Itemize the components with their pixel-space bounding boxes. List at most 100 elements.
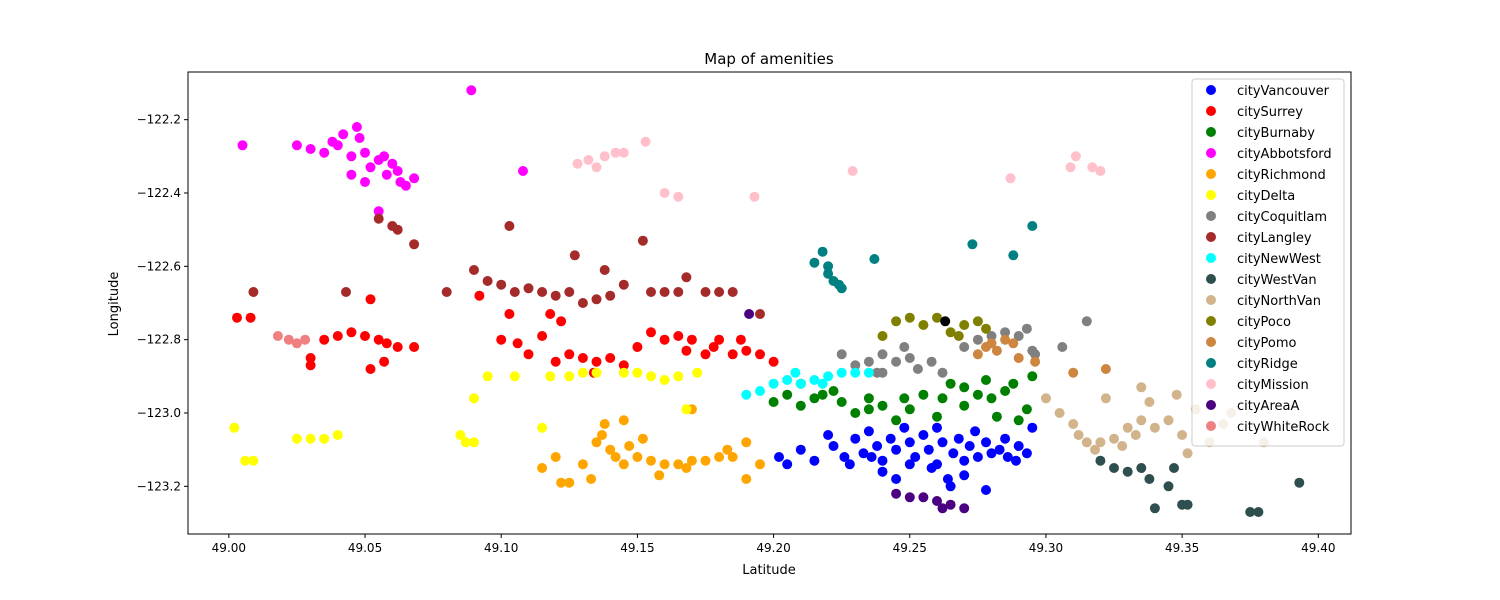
chart-title: Map of amenities (704, 50, 834, 68)
legend-marker (1206, 148, 1216, 158)
data-point (550, 452, 561, 462)
legend-marker (1206, 379, 1216, 389)
data-point (700, 349, 711, 360)
legend-label: cityPoco (1237, 315, 1291, 330)
legend-label: cityCoquitlam (1237, 210, 1327, 225)
data-point (1008, 378, 1019, 389)
data-point (877, 466, 888, 477)
data-point (646, 371, 656, 382)
legend-item: cityNorthVan (1206, 294, 1321, 309)
series-cityVancouver (774, 422, 1038, 495)
data-point (659, 459, 670, 470)
data-point (577, 459, 588, 470)
data-point (1068, 419, 1079, 429)
data-point (537, 463, 548, 473)
data-point (945, 327, 956, 338)
data-point (381, 338, 392, 349)
data-point (972, 389, 983, 400)
data-point (387, 158, 398, 169)
data-point (523, 349, 534, 360)
series-cityCoquitlam (836, 316, 1092, 378)
data-point (305, 433, 316, 444)
x-tick-label: 49.15 (620, 541, 654, 555)
data-point (795, 378, 806, 389)
legend-item: cityNewWest (1206, 252, 1321, 267)
data-point (482, 276, 493, 286)
data-point (891, 488, 902, 499)
data-point (1122, 466, 1133, 477)
data-point (885, 433, 896, 444)
data-point (569, 250, 580, 261)
data-point (741, 345, 752, 356)
data-point (847, 166, 858, 176)
data-point (940, 316, 951, 327)
data-point (1294, 477, 1305, 488)
data-point (509, 371, 520, 382)
data-point (1095, 455, 1106, 466)
data-point (365, 162, 376, 173)
data-point (918, 492, 929, 503)
legend-marker (1206, 127, 1216, 137)
series-cityDelta (229, 367, 703, 466)
data-point (618, 459, 629, 470)
legend-item: cityWhiteRock (1206, 420, 1330, 435)
data-point (512, 338, 523, 349)
data-point (959, 320, 970, 330)
data-point (240, 455, 251, 466)
data-point (469, 265, 479, 275)
data-point (937, 367, 948, 378)
data-point (1095, 166, 1106, 176)
data-point (972, 316, 983, 327)
data-point (872, 441, 883, 451)
data-point (327, 136, 338, 147)
data-point (409, 173, 420, 184)
legend: cityVancouver citySurrey cityBurnaby cityAb… (1191, 78, 1345, 447)
data-point (1073, 430, 1084, 440)
data-point (948, 448, 959, 459)
data-point (232, 312, 242, 323)
data-point (981, 375, 991, 385)
data-point (755, 349, 765, 360)
series-cityMission (572, 136, 1106, 202)
data-point (932, 312, 942, 323)
data-point (795, 444, 806, 455)
x-tick-label: 49.25 (893, 541, 927, 555)
data-point (904, 459, 915, 470)
data-point (891, 474, 902, 484)
data-point (899, 342, 910, 352)
legend-label: cityRichmond (1237, 168, 1326, 183)
data-point (912, 364, 923, 374)
data-point (373, 206, 384, 217)
data-point (305, 360, 316, 371)
data-point (850, 360, 861, 371)
data-point (332, 430, 343, 440)
data-point (591, 367, 602, 378)
data-point (572, 158, 583, 169)
data-point (379, 356, 390, 367)
data-point (1109, 433, 1119, 444)
data-point (817, 389, 828, 400)
data-point (618, 360, 629, 371)
data-point (795, 400, 806, 411)
data-point (1109, 463, 1119, 473)
data-point (834, 279, 844, 290)
data-point (1169, 463, 1179, 473)
data-point (632, 367, 643, 378)
data-point (1117, 441, 1128, 451)
data-point (283, 334, 294, 345)
data-point (1136, 463, 1147, 473)
data-point (863, 426, 874, 437)
data-point (496, 334, 507, 345)
data-point (379, 151, 390, 162)
data-point (858, 448, 869, 459)
legend-label: cityLangley (1237, 231, 1312, 246)
data-point (932, 411, 942, 422)
data-point (291, 338, 302, 349)
data-point (305, 353, 316, 363)
data-point (686, 455, 697, 466)
data-point (904, 437, 915, 448)
data-point (959, 503, 970, 514)
data-point (681, 463, 692, 473)
y-axis-label: Longitude (107, 272, 122, 337)
data-point (360, 147, 370, 158)
